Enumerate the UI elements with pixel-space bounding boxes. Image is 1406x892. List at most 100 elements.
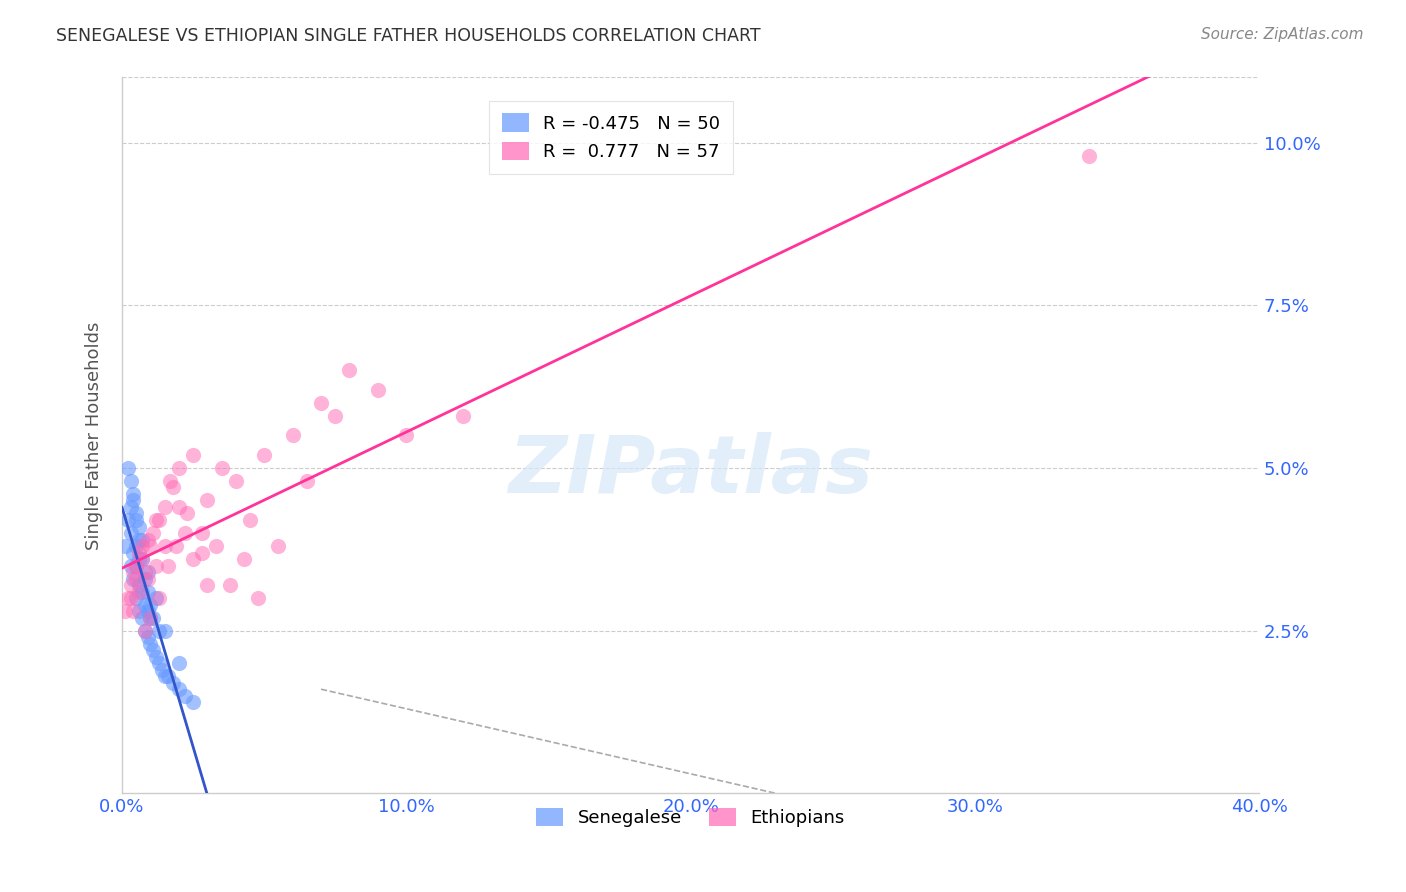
Point — [162, 675, 184, 690]
Point — [145, 513, 167, 527]
Point — [153, 669, 176, 683]
Point — [247, 591, 270, 606]
Point — [339, 363, 361, 377]
Point — [173, 689, 195, 703]
Point — [142, 643, 165, 657]
Point — [267, 539, 290, 553]
Point — [136, 565, 159, 579]
Point — [120, 591, 142, 606]
Point — [323, 409, 346, 423]
Point — [122, 572, 145, 586]
Point — [148, 624, 170, 638]
Point — [131, 584, 153, 599]
Point — [128, 552, 150, 566]
Point — [139, 539, 162, 553]
Point — [162, 480, 184, 494]
Point — [153, 500, 176, 514]
Point — [136, 630, 159, 644]
Point — [136, 572, 159, 586]
Point — [128, 604, 150, 618]
Point — [181, 552, 204, 566]
Y-axis label: Single Father Households: Single Father Households — [86, 321, 103, 549]
Point — [142, 610, 165, 624]
Point — [136, 604, 159, 618]
Point — [117, 591, 139, 606]
Point — [159, 474, 181, 488]
Point — [128, 545, 150, 559]
Point — [239, 513, 262, 527]
Point — [153, 624, 176, 638]
Point — [142, 526, 165, 541]
Point — [225, 474, 247, 488]
Point — [176, 507, 198, 521]
Point — [1077, 148, 1099, 162]
Point — [181, 695, 204, 709]
Point — [150, 663, 173, 677]
Point — [195, 578, 218, 592]
Point — [219, 578, 242, 592]
Point — [134, 572, 156, 586]
Point — [120, 578, 142, 592]
Point — [167, 500, 190, 514]
Text: Source: ZipAtlas.com: Source: ZipAtlas.com — [1201, 27, 1364, 42]
Text: SENEGALESE VS ETHIOPIAN SINGLE FATHER HOUSEHOLDS CORRELATION CHART: SENEGALESE VS ETHIOPIAN SINGLE FATHER HO… — [56, 27, 761, 45]
Point — [134, 598, 156, 612]
Point — [114, 604, 136, 618]
Point — [145, 591, 167, 606]
Point — [125, 572, 148, 586]
Point — [122, 493, 145, 508]
Point — [395, 428, 418, 442]
Point — [156, 669, 179, 683]
Point — [295, 474, 318, 488]
Point — [128, 533, 150, 547]
Point — [205, 539, 228, 553]
Point — [211, 461, 233, 475]
Point — [125, 558, 148, 573]
Point — [367, 383, 389, 397]
Point — [136, 584, 159, 599]
Point — [173, 526, 195, 541]
Point — [131, 533, 153, 547]
Point — [128, 519, 150, 533]
Point — [253, 448, 276, 462]
Point — [131, 552, 153, 566]
Point — [125, 513, 148, 527]
Point — [156, 558, 179, 573]
Point — [167, 461, 190, 475]
Point — [134, 565, 156, 579]
Point — [117, 513, 139, 527]
Text: ZIPatlas: ZIPatlas — [508, 433, 873, 510]
Point — [195, 493, 218, 508]
Point — [131, 539, 153, 553]
Point — [139, 598, 162, 612]
Point — [128, 578, 150, 592]
Point — [165, 539, 187, 553]
Point — [122, 604, 145, 618]
Point — [167, 656, 190, 670]
Point — [120, 526, 142, 541]
Point — [122, 545, 145, 559]
Point — [122, 565, 145, 579]
Point — [120, 558, 142, 573]
Legend: Senegalese, Ethiopians: Senegalese, Ethiopians — [529, 801, 852, 834]
Point — [233, 552, 256, 566]
Point — [181, 448, 204, 462]
Point — [139, 637, 162, 651]
Point — [281, 428, 304, 442]
Point — [125, 507, 148, 521]
Point — [131, 610, 153, 624]
Point — [309, 396, 332, 410]
Point — [148, 591, 170, 606]
Point — [117, 461, 139, 475]
Point — [125, 539, 148, 553]
Point — [451, 409, 474, 423]
Point — [136, 533, 159, 547]
Point — [190, 545, 212, 559]
Point — [134, 624, 156, 638]
Point — [139, 610, 162, 624]
Point — [139, 610, 162, 624]
Point — [125, 591, 148, 606]
Point — [134, 624, 156, 638]
Point — [122, 487, 145, 501]
Point — [190, 526, 212, 541]
